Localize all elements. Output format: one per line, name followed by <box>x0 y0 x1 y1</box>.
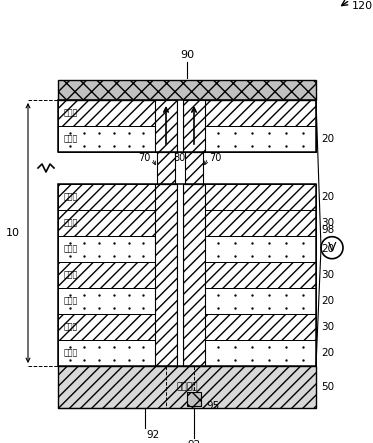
Bar <box>187 392 201 406</box>
Bar <box>58 236 316 262</box>
Text: 20: 20 <box>321 134 334 144</box>
Bar <box>58 340 316 366</box>
Text: 30: 30 <box>321 322 334 332</box>
Bar <box>205 184 316 210</box>
Bar <box>58 262 155 288</box>
Bar <box>58 184 155 210</box>
Bar <box>177 100 183 152</box>
Text: 氧化物: 氧化物 <box>64 323 78 331</box>
Text: 氮化物: 氮化物 <box>64 245 78 253</box>
Bar <box>155 100 177 152</box>
Text: 20: 20 <box>321 296 334 306</box>
Text: 20: 20 <box>321 348 334 358</box>
Text: 92: 92 <box>146 430 160 440</box>
Text: 20: 20 <box>321 244 334 254</box>
Text: 98: 98 <box>321 225 334 235</box>
Bar <box>205 100 316 126</box>
Text: 90: 90 <box>180 50 194 60</box>
Bar <box>205 314 316 340</box>
Bar <box>155 184 177 366</box>
Bar <box>58 80 316 100</box>
Bar <box>58 100 316 126</box>
Bar <box>183 100 205 152</box>
Bar <box>185 152 203 184</box>
Bar <box>58 236 155 262</box>
Bar <box>58 184 316 210</box>
Bar <box>58 100 316 152</box>
Text: 95: 95 <box>206 401 219 411</box>
Bar <box>58 340 155 366</box>
Text: 70: 70 <box>139 153 151 163</box>
Bar <box>58 126 155 152</box>
Text: V: V <box>328 241 336 254</box>
Text: 氧化物: 氧化物 <box>64 193 78 202</box>
Bar <box>58 100 155 126</box>
Bar <box>205 210 316 236</box>
Bar <box>58 210 155 236</box>
Bar <box>58 288 316 314</box>
Text: 92: 92 <box>187 440 201 443</box>
Bar <box>58 366 316 408</box>
Text: 70: 70 <box>209 153 221 163</box>
Text: 120: 120 <box>352 1 373 11</box>
Circle shape <box>321 237 343 259</box>
Text: 氮化物: 氮化物 <box>64 135 78 144</box>
Text: 20: 20 <box>321 192 334 202</box>
Text: 晶硅衯底: 晶硅衯底 <box>176 382 198 392</box>
Bar <box>183 184 205 366</box>
Text: 氧化物: 氧化物 <box>64 109 78 117</box>
Text: 氧化物: 氧化物 <box>64 218 78 228</box>
Text: 氮化物: 氮化物 <box>64 349 78 358</box>
Text: 氧化物: 氧化物 <box>64 271 78 280</box>
Bar <box>205 262 316 288</box>
Text: 氮化物: 氮化物 <box>64 296 78 306</box>
Bar <box>58 314 316 340</box>
Bar <box>58 314 155 340</box>
Bar <box>58 288 155 314</box>
Text: 80: 80 <box>174 153 186 163</box>
Bar <box>58 184 316 366</box>
Bar <box>205 340 316 366</box>
Bar <box>58 126 316 152</box>
Text: 30: 30 <box>321 218 334 228</box>
Text: 50: 50 <box>321 382 334 392</box>
Bar <box>177 184 183 366</box>
Bar <box>157 152 175 184</box>
Text: 30: 30 <box>321 270 334 280</box>
Bar <box>205 126 316 152</box>
Bar <box>205 288 316 314</box>
Bar <box>58 210 316 236</box>
Text: 10: 10 <box>6 228 20 238</box>
Bar <box>205 236 316 262</box>
Bar <box>58 262 316 288</box>
